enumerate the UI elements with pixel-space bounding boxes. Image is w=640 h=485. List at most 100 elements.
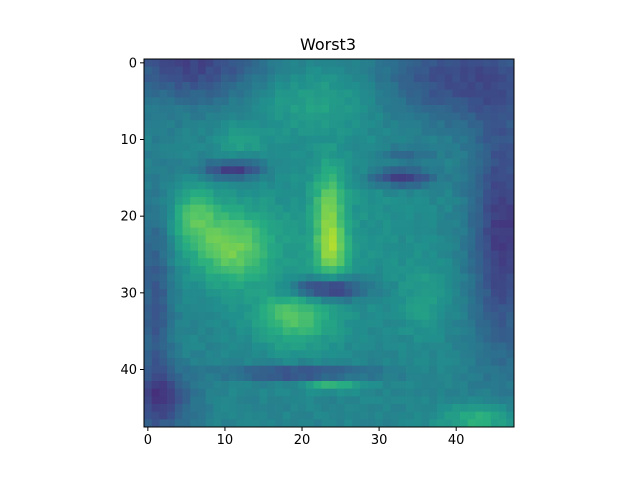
heatmap-cell — [490, 281, 499, 290]
heatmap-cell — [282, 143, 291, 152]
heatmap-cell — [406, 66, 415, 75]
heatmap-cell — [197, 112, 207, 121]
heatmap-cell — [498, 82, 507, 91]
heatmap-cell — [205, 281, 214, 290]
heatmap-cell — [436, 189, 445, 198]
heatmap-cell — [313, 342, 322, 351]
heatmap-cell — [267, 74, 276, 83]
heatmap-cell — [413, 89, 422, 98]
heatmap-cell — [290, 411, 299, 420]
heatmap-cell — [275, 197, 284, 206]
heatmap-cell — [290, 151, 299, 160]
heatmap-cell — [329, 404, 338, 413]
heatmap-cell — [359, 227, 368, 236]
heatmap-cell — [359, 189, 368, 198]
heatmap-cell — [382, 212, 392, 221]
heatmap-cell — [144, 120, 153, 129]
heatmap-cell — [228, 419, 237, 428]
heatmap-cell — [344, 411, 353, 420]
heatmap-cell — [282, 235, 291, 244]
heatmap-cell — [213, 335, 222, 344]
heatmap-cell — [298, 335, 307, 344]
heatmap-cell — [490, 97, 499, 106]
heatmap-cell — [413, 212, 422, 221]
heatmap-cell — [275, 97, 284, 106]
heatmap-cell — [413, 266, 422, 275]
heatmap-cell — [467, 120, 476, 129]
heatmap-cell — [236, 220, 245, 229]
heatmap-cell — [444, 166, 453, 175]
heatmap-cell — [144, 358, 153, 367]
heatmap-cell — [151, 350, 160, 359]
heatmap-cell — [190, 342, 199, 351]
heatmap-cell — [213, 97, 222, 106]
heatmap-cell — [398, 235, 407, 244]
heatmap-cell — [151, 419, 160, 428]
heatmap-cell — [221, 250, 230, 259]
heatmap-cell — [182, 151, 191, 160]
heatmap-cell — [344, 82, 353, 91]
heatmap-cell — [475, 151, 484, 160]
heatmap-cell — [290, 97, 299, 106]
heatmap-cell — [352, 296, 361, 305]
heatmap-cell — [452, 143, 461, 152]
heatmap-cell — [197, 381, 207, 390]
heatmap-cell — [498, 419, 507, 428]
heatmap-cell — [329, 97, 338, 106]
heatmap-cell — [321, 335, 330, 344]
heatmap-cell — [490, 304, 499, 313]
heatmap-cell — [382, 105, 392, 114]
heatmap-cell — [506, 342, 515, 351]
heatmap-cell — [236, 312, 245, 321]
heatmap-cell — [467, 227, 476, 236]
heatmap-cell — [367, 373, 376, 382]
heatmap-cell — [244, 105, 253, 114]
heatmap-cell — [336, 396, 345, 405]
heatmap-cell — [436, 74, 445, 83]
heatmap-cell — [182, 373, 191, 382]
heatmap-cell — [406, 319, 415, 328]
heatmap-cell — [483, 174, 492, 183]
heatmap-cell — [275, 82, 284, 91]
heatmap-cell — [236, 258, 245, 267]
heatmap-cell — [483, 105, 492, 114]
heatmap-cell — [259, 189, 268, 198]
heatmap-cell — [421, 243, 430, 252]
heatmap-cell — [498, 312, 507, 321]
heatmap-cell — [174, 143, 183, 152]
heatmap-cell — [444, 112, 453, 121]
heatmap-cell — [267, 143, 276, 152]
heatmap-cell — [498, 266, 507, 275]
heatmap-cell — [344, 120, 353, 129]
heatmap-cell — [205, 158, 214, 167]
heatmap-cell — [398, 166, 407, 175]
heatmap-cell — [305, 120, 314, 129]
heatmap-cell — [359, 112, 368, 121]
heatmap-cell — [429, 166, 438, 175]
heatmap-cell — [305, 281, 314, 290]
heatmap-cell — [506, 74, 515, 83]
heatmap-cell — [475, 258, 484, 267]
y-tick-label: 20 — [120, 210, 137, 225]
heatmap-cell — [429, 327, 438, 336]
heatmap-cell — [359, 97, 368, 106]
heatmap-cell — [321, 166, 330, 175]
heatmap-cell — [483, 358, 492, 367]
heatmap-cell — [151, 220, 160, 229]
heatmap-cell — [452, 312, 461, 321]
heatmap-cell — [228, 411, 237, 420]
heatmap-cell — [305, 74, 314, 83]
heatmap-cell — [382, 365, 392, 374]
heatmap-cell — [259, 273, 268, 282]
heatmap-cell — [144, 388, 153, 397]
heatmap-cell — [352, 396, 361, 405]
heatmap-cell — [398, 419, 407, 428]
heatmap-cell — [413, 319, 422, 328]
heatmap-cell — [282, 189, 291, 198]
heatmap-cell — [221, 166, 230, 175]
heatmap-cell — [444, 404, 453, 413]
heatmap-cell — [159, 365, 168, 374]
heatmap-cell — [144, 411, 153, 420]
heatmap-cell — [344, 204, 353, 213]
